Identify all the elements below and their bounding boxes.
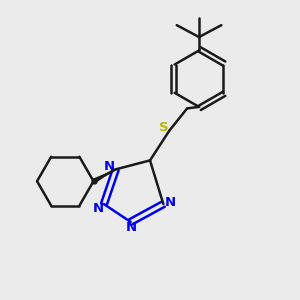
Text: N: N [126, 221, 137, 234]
Text: N: N [93, 202, 104, 215]
Text: S: S [159, 121, 169, 134]
Text: N: N [164, 196, 175, 209]
Text: N: N [104, 160, 115, 173]
Polygon shape [92, 169, 116, 184]
